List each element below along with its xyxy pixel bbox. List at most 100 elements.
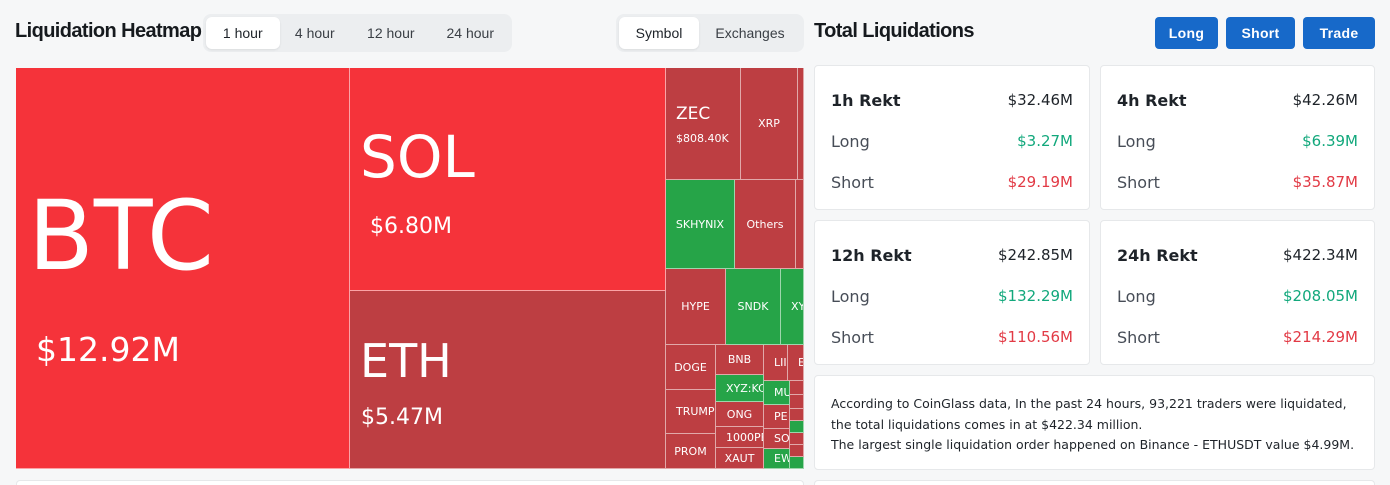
tile-zec[interactable]: ZEC $808.40K xyxy=(666,68,741,180)
card-label: 1h Rekt xyxy=(831,91,901,110)
tile-value: $6.80M xyxy=(370,214,452,239)
tile-lii[interactable]: LII xyxy=(764,345,788,381)
card-total: $32.46M xyxy=(1007,91,1073,109)
tile-doge[interactable]: DOGE xyxy=(666,345,716,390)
tile-symbol: BNB xyxy=(727,353,752,366)
tile-e[interactable]: E xyxy=(788,345,804,381)
short-label: Short xyxy=(831,173,874,192)
tile-unlabeled[interactable] xyxy=(790,421,804,433)
tile-trump[interactable]: TRUMP xyxy=(666,390,716,434)
long-label: Long xyxy=(1117,287,1156,306)
tile-symbol: E xyxy=(798,356,803,369)
heatmap-title: Liquidation Heatmap xyxy=(15,20,202,42)
tile-symbol: XYZ:KC xyxy=(726,381,764,395)
liquidation-heatmap: BTC $12.92M SOL $6.80M ETH $5.47M ZEC $8… xyxy=(16,68,804,469)
tile-symbol: TRUMP xyxy=(676,405,715,418)
tile-symbol: XRP xyxy=(758,117,780,130)
tile-xy[interactable]: XY xyxy=(781,269,804,345)
time-range-tabs: 1 hour 4 hour 12 hour 24 hour xyxy=(203,14,512,52)
tile-unlabeled[interactable] xyxy=(790,381,804,395)
long-button[interactable]: Long xyxy=(1155,17,1218,49)
card-total: $422.34M xyxy=(1283,246,1358,264)
short-value: $35.87M xyxy=(1292,173,1358,191)
tile-symbol: ZEC xyxy=(676,104,711,124)
tile-hype[interactable]: HYPE xyxy=(666,269,726,345)
short-label: Short xyxy=(1117,328,1160,347)
tile-symbol: BTC xyxy=(28,180,214,292)
short-label: Short xyxy=(831,328,874,347)
long-value: $6.39M xyxy=(1302,132,1358,150)
summary-line-2: The largest single liquidation order hap… xyxy=(831,437,1355,452)
tile-symbol: SKHYNIX xyxy=(675,217,725,231)
tile-symbol: ETH xyxy=(360,334,452,388)
tile-symbol: SNDK xyxy=(737,300,769,313)
tile-xrp[interactable]: XRP xyxy=(741,68,798,180)
liquidation-summary: According to CoinGlass data, In the past… xyxy=(814,375,1375,470)
tab-symbol[interactable]: Symbol xyxy=(619,17,699,49)
tile-unlabeled[interactable] xyxy=(790,445,804,457)
tile-eth[interactable]: ETH $5.47M xyxy=(350,291,666,469)
card-label: 12h Rekt xyxy=(831,246,912,265)
short-value: $214.29M xyxy=(1283,328,1358,346)
tile-unlabeled[interactable] xyxy=(790,409,804,421)
rekt-card-1h: 1h Rekt $32.46M Long $3.27M Short $29.19M xyxy=(814,65,1090,210)
tile-ew[interactable]: EW xyxy=(764,449,790,469)
tile-sndk[interactable]: SNDK xyxy=(726,269,781,345)
next-panel-right xyxy=(814,480,1375,485)
tile-others[interactable]: Others xyxy=(735,180,796,269)
long-label: Long xyxy=(831,132,870,151)
long-label: Long xyxy=(831,287,870,306)
long-value: $208.05M xyxy=(1283,287,1358,305)
tile-symbol: HYPE xyxy=(681,300,710,313)
tile-unlabeled[interactable] xyxy=(790,395,804,409)
tile-pe[interactable]: PE xyxy=(764,405,790,429)
tile-symbol: SOL xyxy=(360,123,475,191)
tile-symbol: XY xyxy=(791,300,804,313)
short-value: $110.56M xyxy=(998,328,1073,346)
tile-mu[interactable]: MU xyxy=(764,381,790,405)
tile-ong[interactable]: ONG xyxy=(716,402,764,427)
total-liquidations-title: Total Liquidations xyxy=(814,20,975,42)
tab-24-hour[interactable]: 24 hour xyxy=(446,25,494,41)
tile-unlabeled[interactable] xyxy=(790,433,804,445)
trade-button[interactable]: Trade xyxy=(1303,17,1375,49)
tab-4-hour[interactable]: 4 hour xyxy=(294,25,335,41)
tile-1000pe[interactable]: 1000PE xyxy=(716,427,764,448)
rekt-card-24h: 24h Rekt $422.34M Long $208.05M Short $214.… xyxy=(1100,220,1375,365)
tab-12-hour[interactable]: 12 hour xyxy=(367,25,415,41)
tile-value: $12.92M xyxy=(36,330,180,369)
tab-exchanges[interactable]: Exchanges xyxy=(715,25,785,41)
card-total: $242.85M xyxy=(998,246,1073,264)
tile-skhynix[interactable]: SKHYNIX xyxy=(666,180,735,269)
card-label: 4h Rekt xyxy=(1117,91,1187,110)
view-tabs: Symbol Exchanges xyxy=(616,14,804,52)
tile-so[interactable]: SO xyxy=(764,429,790,449)
long-value: $132.29M xyxy=(998,287,1073,305)
tile-prom[interactable]: PROM xyxy=(666,434,716,469)
tile-unlabeled[interactable] xyxy=(796,180,804,269)
summary-line-1: According to CoinGlass data, In the past… xyxy=(831,396,1347,432)
tile-symbol: DOGE xyxy=(674,360,707,374)
tile-unlabeled[interactable] xyxy=(790,457,804,469)
tab-1-hour[interactable]: 1 hour xyxy=(206,17,280,49)
short-button[interactable]: Short xyxy=(1226,17,1295,49)
tile-xyz-kc[interactable]: XYZ:KC xyxy=(716,375,764,402)
tile-value: $5.47M xyxy=(361,405,443,430)
tile-symbol: EW xyxy=(774,452,789,465)
tile-symbol: PROM xyxy=(674,444,707,458)
rekt-card-12h: 12h Rekt $242.85M Long $132.29M Short $110.… xyxy=(814,220,1090,365)
tile-symbol: MU xyxy=(774,386,790,399)
tile-value: $808.40K xyxy=(676,132,729,145)
rekt-card-4h: 4h Rekt $42.26M Long $6.39M Short $35.87M xyxy=(1100,65,1375,210)
short-value: $29.19M xyxy=(1007,173,1073,191)
tile-symbol: ONG xyxy=(726,407,753,421)
tile-symbol: 1000PE xyxy=(726,430,764,444)
tile-bnb[interactable]: BNB xyxy=(716,345,764,375)
tile-xaut[interactable]: XAUT xyxy=(716,448,764,469)
tile-sol[interactable]: SOL $6.80M xyxy=(350,68,666,291)
long-label: Long xyxy=(1117,132,1156,151)
tile-unlabeled[interactable] xyxy=(798,68,804,180)
tile-btc[interactable]: BTC $12.92M xyxy=(16,68,350,469)
long-value: $3.27M xyxy=(1017,132,1073,150)
short-label: Short xyxy=(1117,173,1160,192)
